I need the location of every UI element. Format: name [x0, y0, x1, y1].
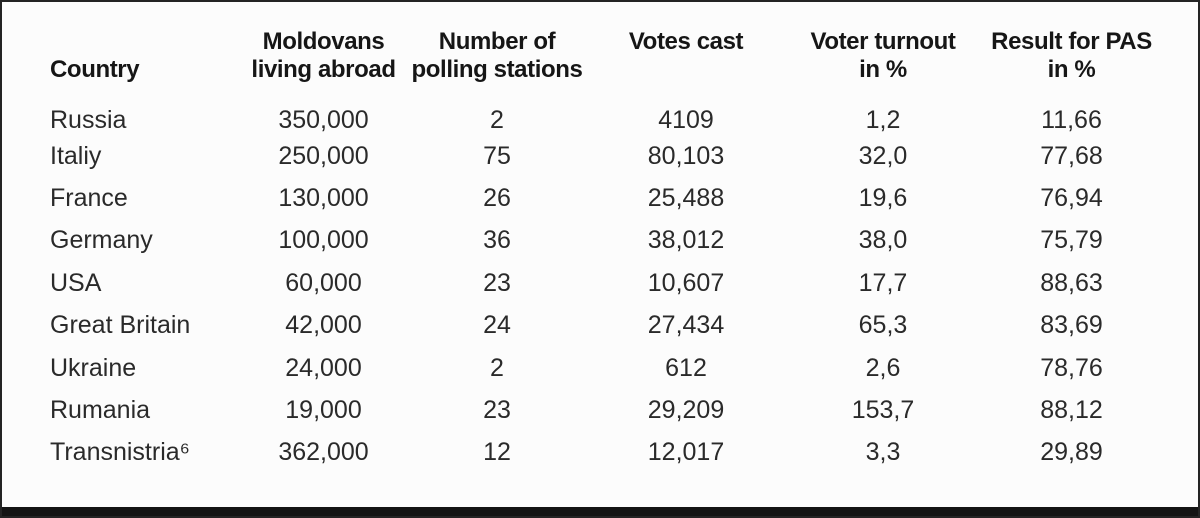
value-cell: 12,017	[647, 438, 725, 467]
value-cell: 29,89	[1040, 438, 1103, 467]
country-cell: USA	[50, 268, 102, 297]
column-header-votes-cast: Votes cast	[628, 28, 744, 55]
column-header-country: Country	[50, 56, 140, 83]
value-cell: 32,0	[858, 141, 908, 170]
value-cell: 65,3	[858, 311, 908, 340]
value-cell: 2	[490, 106, 504, 134]
value-cell: 362,000	[278, 438, 369, 467]
country-cell: Transnistria⁶	[50, 438, 190, 467]
value-cell: 10,607	[647, 268, 725, 297]
country-cell: Great Britain	[50, 311, 191, 340]
value-cell: 25,488	[647, 184, 725, 213]
table-row: Rumania 19,000 23 29,209 153,7 88,12	[2, 389, 1162, 431]
table-row: Transnistria⁶ 362,000 12 12,017 3,3 29,89	[2, 432, 1162, 474]
table-body: Russia 350,000 2 4109 1,2 11,66 Italiy 250,000 7…	[2, 84, 1162, 474]
country-cell: Rumania	[50, 396, 151, 425]
diaspora-election-table: Country Moldovans living abroad Number o…	[2, 2, 1162, 474]
value-cell: 27,434	[647, 311, 725, 340]
value-cell: 88,63	[1040, 268, 1103, 297]
value-cell: 23	[483, 396, 511, 425]
value-cell: 78,76	[1040, 353, 1103, 382]
value-cell: 60,000	[285, 268, 362, 297]
value-cell: 80,103	[647, 141, 725, 170]
value-cell: 36	[483, 226, 511, 255]
value-cell: 38,012	[647, 226, 725, 255]
value-cell: 26	[483, 184, 511, 213]
value-cell: 12	[483, 438, 511, 467]
value-cell: 23	[483, 268, 511, 297]
value-cell: 11,66	[1041, 106, 1102, 134]
table-row: Germany 100,000 36 38,012 38,0 75,79	[2, 220, 1162, 262]
table-row: Great Britain 42,000 24 27,434 65,3 83,69	[2, 305, 1162, 347]
value-cell: 83,69	[1040, 311, 1103, 340]
value-cell: 153,7	[851, 396, 915, 425]
bottom-black-bar	[2, 507, 1198, 516]
table-row: Italiy 250,000 75 80,103 32,0 77,68	[2, 135, 1162, 177]
value-cell: 19,000	[285, 396, 362, 425]
column-header-voter-turnout: Voter turnout in %	[810, 28, 956, 83]
country-cell: France	[50, 184, 128, 213]
table-row: USA 60,000 23 10,607 17,7 88,63	[2, 262, 1162, 304]
value-cell: 350,000	[278, 106, 369, 134]
value-cell: 75,79	[1040, 226, 1103, 255]
table-row: France 130,000 26 25,488 19,6 76,94	[2, 177, 1162, 219]
table-row: Russia 350,000 2 4109 1,2 11,66	[2, 84, 1162, 135]
value-cell: 612	[665, 353, 707, 382]
header-row: Country Moldovans living abroad Number o…	[2, 2, 1162, 84]
value-cell: 100,000	[278, 226, 369, 255]
value-cell: 3,3	[865, 438, 901, 467]
country-cell: Italiy	[50, 141, 102, 170]
column-header-result-pas: Result for PAS in %	[991, 28, 1152, 83]
value-cell: 1,2	[865, 106, 901, 134]
column-header-moldovans-abroad: Moldovans living abroad	[251, 28, 396, 83]
value-cell: 4109	[658, 106, 714, 134]
column-header-polling-stations: Number of polling stations	[411, 28, 583, 83]
country-cell: Russia	[50, 106, 127, 134]
value-cell: 29,209	[647, 396, 725, 425]
value-cell: 38,0	[858, 226, 908, 255]
country-cell: Germany	[50, 226, 153, 255]
value-cell: 77,68	[1040, 141, 1103, 170]
value-cell: 76,94	[1040, 184, 1103, 213]
country-cell: Ukraine	[50, 353, 137, 382]
table-row: Ukraine 24,000 2 612 2,6 78,76	[2, 347, 1162, 389]
value-cell: 2	[490, 353, 504, 382]
value-cell: 42,000	[285, 311, 362, 340]
value-cell: 2,6	[865, 353, 901, 382]
value-cell: 19,6	[858, 184, 908, 213]
value-cell: 17,7	[858, 268, 908, 297]
value-cell: 24,000	[285, 353, 362, 382]
value-cell: 130,000	[278, 184, 369, 213]
value-cell: 88,12	[1040, 396, 1103, 425]
value-cell: 250,000	[278, 141, 369, 170]
value-cell: 24	[483, 311, 511, 340]
value-cell: 75	[483, 141, 511, 170]
